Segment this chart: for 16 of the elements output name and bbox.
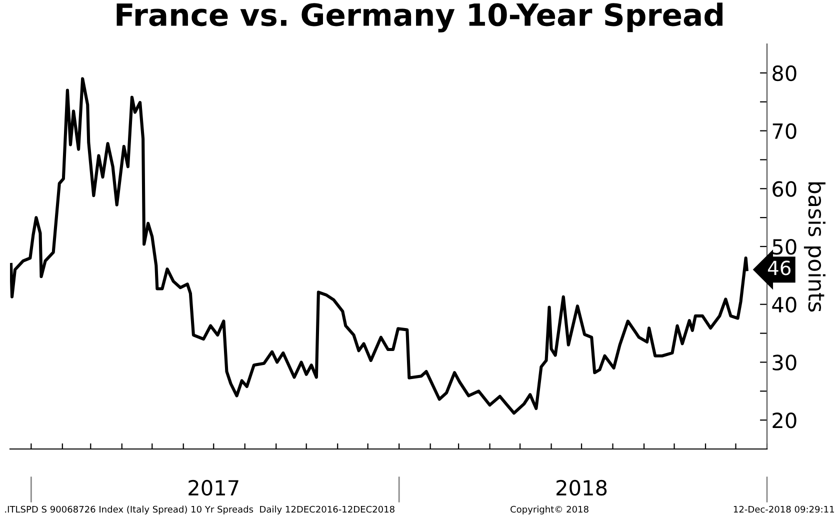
annotation: 46 <box>768 260 791 276</box>
line-series <box>10 77 748 415</box>
x-tick-label: 2017 <box>188 480 238 496</box>
y-tick-label: 50 <box>772 238 796 255</box>
y-tick-label: 30 <box>772 354 796 370</box>
x-tick-label: 2018 <box>556 480 607 496</box>
text: Copyright© 2018 <box>510 506 588 514</box>
y-tick-label: 40 <box>772 296 796 313</box>
y-tick-label: 20 <box>772 412 796 428</box>
text: 12-Dec-2018 09:29:11 <box>734 506 834 513</box>
chart-title: France vs. Germany 10-Year Spread <box>116 2 722 32</box>
y-tick-label: 60 <box>772 181 796 197</box>
text: .ITLSPD S 90068726 Index (Italy Spread) 10 Yr Spreads Daily 12DEC2016-12DEC2018 <box>5 506 394 514</box>
y-tick-label: 80 <box>772 65 796 82</box>
y-tick-label: 70 <box>772 123 796 139</box>
y-axis-title: basis points <box>804 182 826 312</box>
